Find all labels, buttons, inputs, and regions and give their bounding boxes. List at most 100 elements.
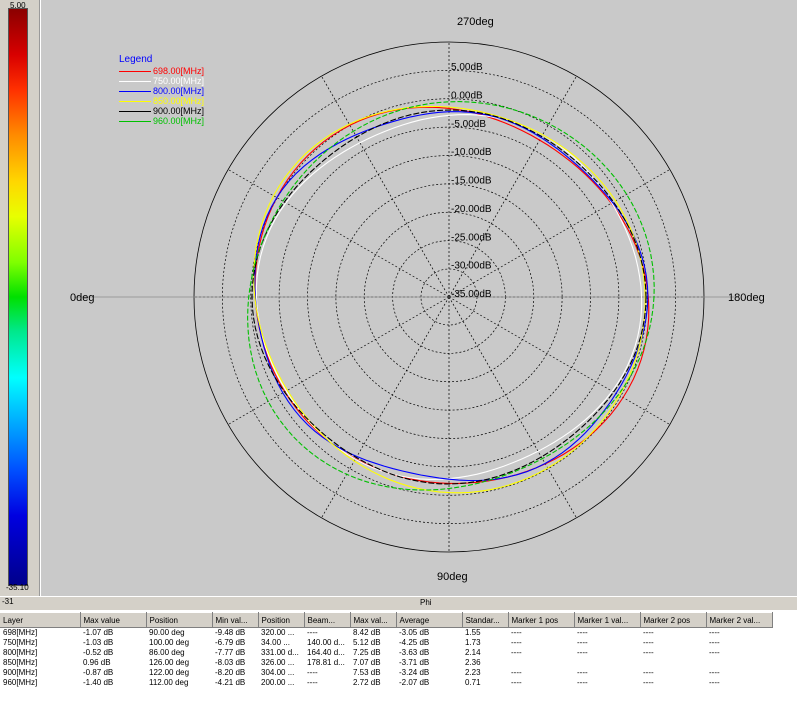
table-cell: ---- [709, 648, 720, 657]
table-cell: 8.42 dB [353, 628, 381, 637]
table-cell: ---- [643, 678, 654, 687]
column-header[interactable]: Position [146, 612, 213, 628]
table-cell: ---- [709, 638, 720, 647]
legend-item: 850.00[MHz] [119, 96, 204, 106]
grid-spoke [448, 296, 577, 519]
table-row[interactable]: 698[MHz] -1.07 dB 90.00 deg -9.48 dB 320.00 … [0, 628, 772, 639]
color-scale-bar [8, 8, 28, 586]
table-cell: -9.48 dB [215, 628, 246, 637]
table-row[interactable]: 750[MHz] -1.03 dB 100.00 deg -6.79 dB 34.00 … [0, 638, 772, 648]
column-header[interactable]: Beam... [304, 612, 351, 628]
table-cell: -1.07 dB [83, 628, 114, 637]
table-cell: -0.52 dB [83, 648, 114, 657]
table-cell: ---- [577, 628, 588, 637]
status-axis-label: Phi [420, 598, 432, 607]
table-cell: ---- [643, 628, 654, 637]
table-cell: 2.14 [465, 648, 481, 657]
table-cell: -1.40 dB [83, 678, 114, 687]
table-cell: 850[MHz] [3, 658, 38, 667]
pattern-trace [254, 111, 649, 482]
column-header[interactable]: Position [258, 612, 305, 628]
column-header[interactable]: Standar... [462, 612, 509, 628]
legend-line-swatch [119, 110, 151, 112]
table-cell [574, 658, 640, 668]
ring-label: -25.00dB [451, 232, 492, 243]
legend-line-swatch [119, 120, 151, 122]
table-cell: ---- [643, 648, 654, 657]
ring-label: -35.00dB [451, 289, 492, 300]
table-cell: ---- [511, 668, 522, 677]
legend-item-label: 900.00[MHz] [153, 106, 205, 116]
colorbar-max-label: 5.00 [10, 1, 26, 10]
ring-label: -5.00dB [451, 119, 486, 130]
table-cell: 0.71 [465, 678, 481, 687]
table-cell: -4.21 dB [215, 678, 246, 687]
table-cell: 698[MHz] [3, 628, 38, 637]
table-cell: 126.00 deg [149, 658, 190, 667]
table-cell: ---- [577, 648, 588, 657]
column-header[interactable]: Marker 2 pos [640, 612, 707, 628]
legend-item-label: 960.00[MHz] [153, 116, 205, 126]
pattern-trace [253, 105, 646, 494]
status-bar: -31 Phi [0, 596, 797, 610]
table-cell: 800[MHz] [3, 648, 38, 657]
table-cell: 1.55 [465, 628, 481, 637]
table-cell: ---- [643, 638, 654, 647]
table-cell: ---- [511, 638, 522, 647]
grid-spoke [448, 75, 577, 298]
grid-spoke [448, 296, 671, 425]
legend-item-label: 698.00[MHz] [153, 66, 205, 76]
ring-label: 0.00dB [451, 90, 483, 101]
table-cell: -4.25 dB [399, 638, 430, 647]
table-cell: ---- [307, 678, 318, 687]
table-cell: -3.71 dB [399, 658, 430, 667]
polar-plot[interactable]: 5.00dB 0.00dB -5.00dB -10.00dB -15.00dB -20.0… [41, 0, 797, 596]
table-cell: 326.00 ... [261, 658, 295, 667]
table-cell: 178.81 d... [307, 658, 345, 667]
table-row[interactable]: 960[MHz] -1.40 dB 112.00 deg -4.21 dB 200.00… [0, 678, 772, 688]
table-cell: 34.00 ... [261, 638, 290, 647]
column-header[interactable]: Layer [0, 612, 81, 628]
ring-label: 5.00dB [451, 62, 483, 73]
legend-line-swatch [119, 90, 151, 92]
table-cell: -3.24 dB [399, 668, 430, 677]
table-cell: 304.00 ... [261, 668, 295, 677]
legend-item: 960.00[MHz] [119, 116, 204, 126]
status-left-text: -31 [2, 597, 14, 606]
table-cell: 86.00 deg [149, 648, 185, 657]
colorbar-min-label: -35.10 [6, 583, 29, 592]
table-cell: -1.03 dB [83, 638, 114, 647]
table-cell [508, 658, 574, 668]
table-cell: ---- [577, 638, 588, 647]
column-header[interactable]: Marker 1 val... [574, 612, 641, 628]
column-header[interactable]: Marker 1 pos [508, 612, 575, 628]
colorbar-panel: 5.00 -35.10 [0, 0, 40, 596]
table-cell: 960[MHz] [3, 678, 38, 687]
polar-plot-panel[interactable]: 5.00dB 0.00dB -5.00dB -10.00dB -15.00dB -20.0… [41, 0, 797, 596]
table-cell: 5.12 dB [353, 638, 381, 647]
table-row[interactable]: 800[MHz] -0.52 dB 86.00 deg -7.77 dB 331.00 … [0, 648, 772, 658]
legend-item: 900.00[MHz] [119, 106, 204, 116]
table-row[interactable]: 900[MHz] -0.87 dB 122.00 deg -8.20 dB 304.00… [0, 668, 772, 678]
column-header[interactable]: Average [396, 612, 463, 628]
legend-line-swatch [119, 80, 151, 82]
table-cell: 0.96 dB [83, 658, 111, 667]
table-cell: -7.77 dB [215, 648, 246, 657]
table-cell: ---- [709, 668, 720, 677]
table-cell: 750[MHz] [3, 638, 38, 647]
table-cell: 1.73 [465, 638, 481, 647]
ring-label: -15.00dB [451, 176, 492, 187]
column-header[interactable]: Max val... [350, 612, 397, 628]
column-header[interactable]: Marker 2 val... [706, 612, 773, 628]
table-cell: -8.20 dB [215, 668, 246, 677]
table-cell: 112.00 deg [149, 678, 189, 687]
angle-label-0: 0deg [70, 292, 94, 304]
column-header[interactable]: Max value [80, 612, 147, 628]
table-row[interactable]: 850[MHz] 0.96 dB 126.00 deg -8.03 dB 326.00 … [0, 658, 772, 668]
legend-line-swatch [119, 100, 151, 102]
legend-item: 800.00[MHz] [119, 86, 204, 96]
angle-label-90: 90deg [437, 571, 468, 583]
table-cell: ---- [709, 678, 720, 687]
column-header[interactable]: Min val... [212, 612, 259, 628]
